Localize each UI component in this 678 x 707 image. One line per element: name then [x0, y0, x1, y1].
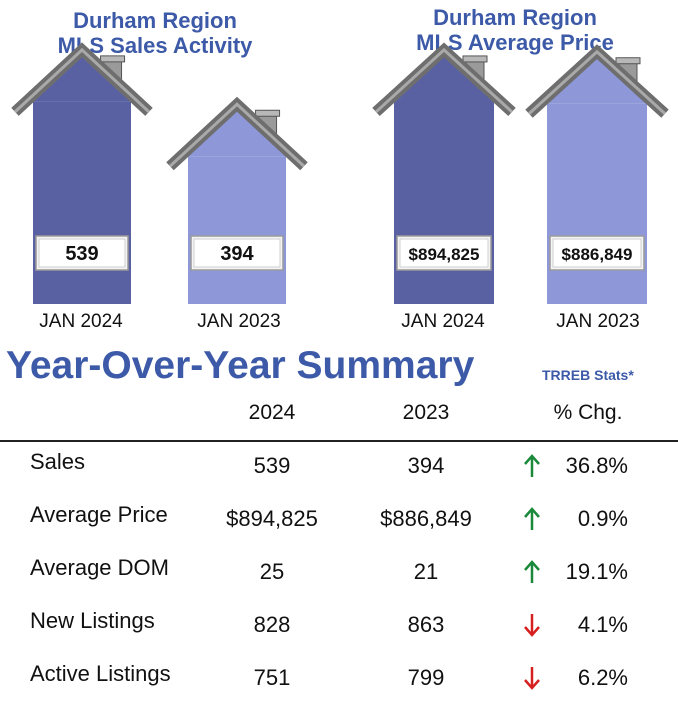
table-row: Sales 539 394 36.8%: [0, 449, 678, 489]
sales-chart-title: Durham Region MLS Sales Activity: [0, 8, 310, 58]
down-arrow-stroke: [524, 679, 540, 690]
roof-gable: [33, 55, 131, 102]
up-arrow-icon: [524, 454, 540, 477]
value-box-inner: [552, 238, 642, 268]
row-value-2024: 751: [253, 665, 291, 690]
bar-value-label: 394: [220, 243, 254, 265]
bar-body: [33, 101, 131, 304]
row-label: Sales: [30, 449, 86, 474]
bar-body: [394, 101, 494, 304]
down-arrow-icon: [524, 667, 540, 690]
roof-highlight: [374, 47, 514, 114]
source-note: TRREB Stats*: [542, 367, 634, 383]
chimney-cap: [100, 55, 126, 63]
chimney-cap: [462, 55, 488, 63]
sales-category-label-2023: JAN 2023: [197, 311, 281, 332]
house-bar-charts: 539 394 $894,825 $886,849: [11, 42, 669, 304]
price-category-label-2024: JAN 2024: [401, 311, 485, 332]
row-change: 19.1%: [565, 559, 628, 584]
row-change: 36.8%: [565, 453, 628, 478]
row-change: 6.2%: [577, 665, 628, 690]
roof-gable: [394, 55, 494, 102]
header-2023: 2023: [402, 401, 450, 424]
summary-title: Year-Over-Year Summary: [6, 344, 475, 387]
row-value-2023: $886,849: [380, 506, 472, 531]
down-arrow-stroke: [524, 626, 540, 637]
up-arrow-stroke: [524, 454, 540, 465]
up-arrow-stroke: [524, 560, 540, 571]
row-value-2024: 25: [259, 559, 285, 584]
row-value-2023: 799: [407, 665, 445, 690]
chimney-cap: [615, 57, 641, 65]
row-value-2023: 863: [407, 612, 445, 637]
row-value-2023: 394: [407, 453, 445, 478]
table-row: New Listings 828 863 4.1%: [0, 608, 678, 648]
house-bar: $894,825: [372, 42, 516, 304]
header-divider: [0, 440, 678, 442]
house-bar: $886,849: [525, 44, 669, 304]
bar-value-label: $894,825: [409, 245, 480, 264]
value-box-inner: [399, 238, 489, 268]
up-arrow-stroke: [524, 507, 540, 518]
sales-category-label-2024: JAN 2024: [39, 311, 123, 332]
row-change: 4.1%: [577, 612, 628, 637]
roof-gable: [188, 110, 286, 157]
down-arrow-icon: [524, 614, 540, 637]
bar-body: [188, 156, 286, 304]
row-change: 0.9%: [577, 506, 628, 531]
row-label: Active Listings: [30, 661, 171, 686]
row-value-2024: 828: [253, 612, 291, 637]
table-row: Average DOM 25 21 19.1%: [0, 555, 678, 595]
bar-value-label: $886,849: [562, 245, 633, 264]
up-arrow-icon: [524, 560, 540, 583]
header-2024: 2024: [248, 401, 296, 424]
row-label: Average Price: [30, 502, 168, 527]
roof-highlight: [168, 102, 306, 168]
roof-gable: [547, 57, 647, 104]
row-label: Average DOM: [30, 555, 169, 580]
price-title-line1: Durham Region: [433, 5, 597, 30]
sales-title-line1: Durham Region: [73, 8, 237, 33]
row-label: New Listings: [30, 608, 155, 633]
up-arrow-icon: [524, 507, 540, 530]
house-bar: 394: [166, 96, 308, 304]
table-row: Average Price $894,825 $886,849 0.9%: [0, 502, 678, 542]
bar-value-label: 539: [65, 243, 98, 265]
roof-highlight: [13, 47, 151, 113]
value-box-inner: [38, 238, 126, 268]
row-value-2024: 539: [253, 453, 291, 478]
row-value-2024: $894,825: [226, 506, 318, 531]
chimney-cap: [255, 109, 281, 117]
header-change: % Chg.: [553, 401, 623, 424]
table-row: Active Listings 751 799 6.2%: [0, 661, 678, 701]
house-bar: 539: [11, 42, 153, 304]
row-value-2023: 21: [413, 559, 439, 584]
bar-body: [547, 103, 647, 304]
price-category-label-2023: JAN 2023: [556, 311, 640, 332]
roof-highlight: [527, 49, 667, 115]
value-box-inner: [193, 238, 281, 268]
